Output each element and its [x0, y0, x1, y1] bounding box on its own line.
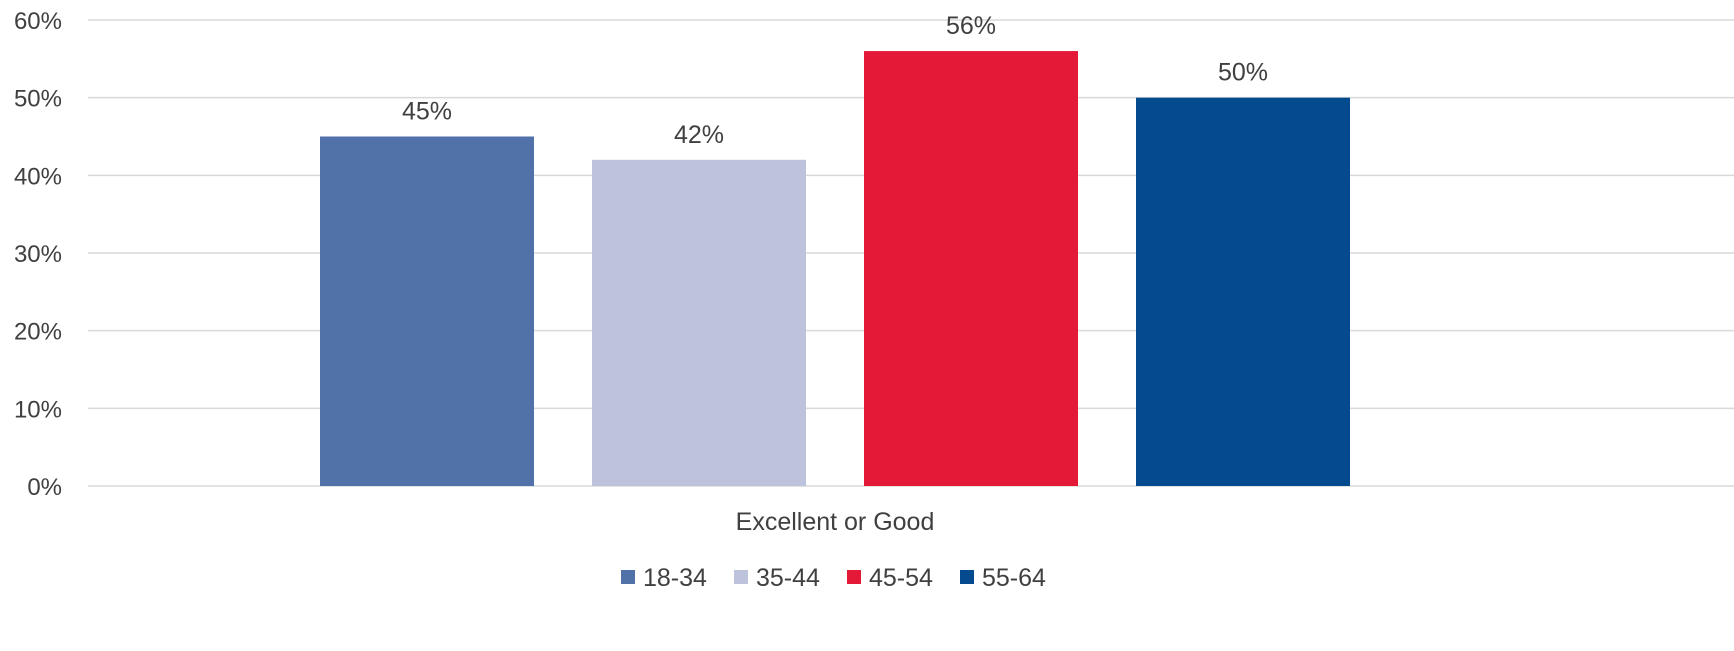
y-tick-label: 30%	[14, 241, 62, 268]
y-tick-label: 20%	[14, 319, 62, 346]
y-axis-ticks: 0% 10% 20% 30% 40% 50% 60%	[14, 8, 62, 501]
legend-label: 55-64	[982, 564, 1046, 592]
x-category-label: Excellent or Good	[736, 508, 935, 536]
y-tick-label: 40%	[14, 163, 62, 190]
y-tick-label: 0%	[27, 474, 62, 501]
x-axis-categories: Excellent or Good	[736, 508, 935, 536]
bars	[320, 51, 1350, 487]
data-label: 56%	[946, 12, 996, 40]
legend-label: 45-54	[869, 564, 933, 592]
legend-swatch	[847, 570, 861, 584]
legend-label: 18-34	[643, 564, 707, 592]
legend-swatch	[734, 570, 748, 584]
bar-55-64	[1136, 97, 1350, 487]
bar-35-44	[592, 159, 806, 487]
legend: 18-34 35-44 45-54 55-64	[621, 564, 1046, 592]
bar-45-54	[864, 51, 1078, 487]
y-tick-label: 50%	[14, 86, 62, 113]
legend-label: 35-44	[756, 564, 820, 592]
data-label: 42%	[674, 121, 724, 149]
y-tick-label: 10%	[14, 396, 62, 423]
y-tick-label: 60%	[14, 8, 62, 35]
bar-18-34	[320, 136, 534, 486]
legend-swatch	[960, 570, 974, 584]
data-label: 50%	[1218, 59, 1268, 87]
data-label: 45%	[402, 98, 452, 126]
data-labels: 45% 42% 56% 50%	[402, 12, 1268, 149]
legend-swatch	[621, 570, 635, 584]
